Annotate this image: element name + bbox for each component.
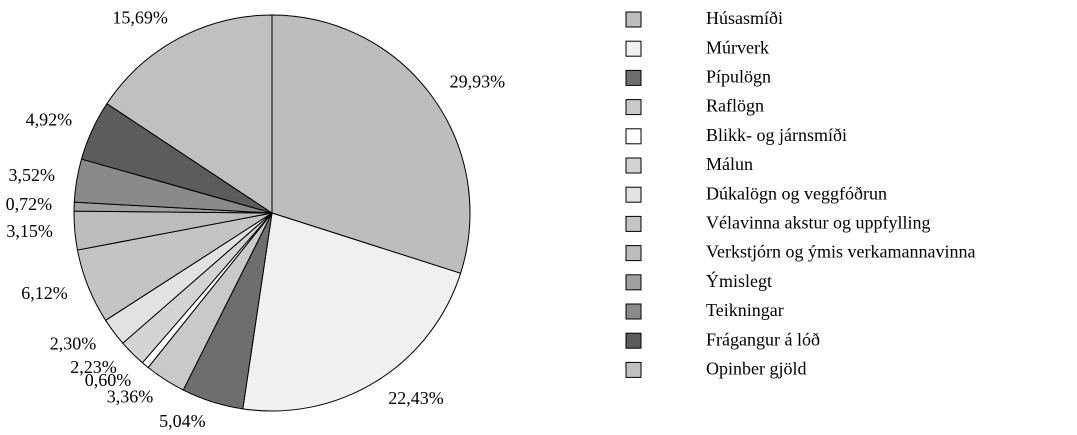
data-label: 0,72% <box>6 194 53 214</box>
pie-slice <box>271 14 471 274</box>
legend-swatch <box>625 245 642 262</box>
pie-slice <box>242 212 462 412</box>
legend-swatch <box>625 186 642 203</box>
legend-label: Málun <box>706 154 753 174</box>
legend-label: Raflögn <box>706 96 764 116</box>
legend-label: Húsasmíði <box>706 8 783 28</box>
legend-label: Vélavinna akstur og uppfylling <box>706 213 930 233</box>
data-label: 2,23% <box>70 357 117 377</box>
legend-label: Opinber gjöld <box>706 359 807 379</box>
legend-label: Ýmislegt <box>706 270 772 291</box>
data-label: 4,92% <box>26 109 73 129</box>
legend-swatch <box>625 69 642 86</box>
data-label: 15,69% <box>112 7 168 27</box>
legend-label: Frágangur á lóð <box>706 329 820 349</box>
pie-slice <box>106 14 273 214</box>
data-label: 2,30% <box>50 333 97 353</box>
data-label: 0,60% <box>85 370 132 390</box>
legend-label: Verkstjórn og ýmis verkamannavinna <box>706 242 975 262</box>
legend-label: Dúkalögn og veggfóðrun <box>706 183 887 203</box>
legend-swatch <box>625 99 642 116</box>
data-label: 5,04% <box>159 411 206 431</box>
data-label: 3,52% <box>9 165 56 185</box>
data-label: 6,12% <box>21 283 68 303</box>
legend-swatch <box>625 157 642 174</box>
legend-swatch <box>625 361 642 378</box>
legend-swatch <box>625 128 642 145</box>
legend-label: Blikk- og járnsmíði <box>706 125 847 145</box>
legend-swatch <box>625 303 642 320</box>
legend-swatch <box>625 332 642 349</box>
legend-swatch <box>625 11 642 28</box>
legend-label: Teikningar <box>706 300 784 320</box>
legend-swatch <box>625 40 642 57</box>
legend-label: Múrverk <box>706 37 769 57</box>
data-label: 3,36% <box>107 386 154 406</box>
legend-swatch <box>625 274 642 291</box>
data-label: 22,43% <box>388 388 444 408</box>
legend-label: Pípulögn <box>706 67 771 87</box>
data-label: 3,15% <box>6 221 53 241</box>
data-label: 29,93% <box>450 71 506 91</box>
legend-swatch <box>625 215 642 232</box>
